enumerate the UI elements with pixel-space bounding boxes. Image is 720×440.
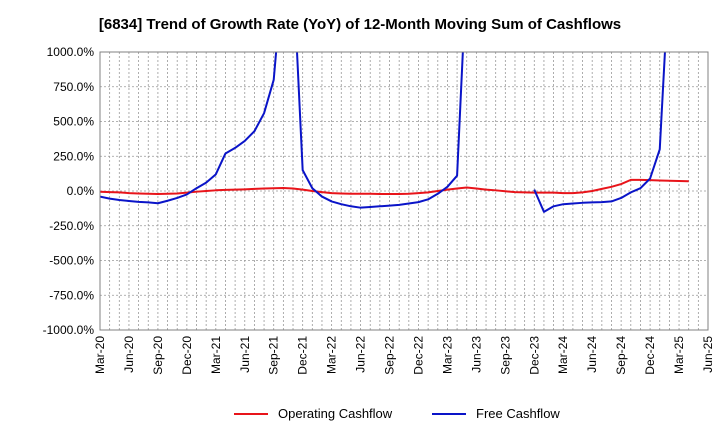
legend-swatch-operating-cashflow [234,412,268,415]
x-tick-label: Dec-21 [296,336,310,375]
x-tick-label: Sep-22 [383,336,397,375]
y-tick-label: -1000.0% [43,323,95,337]
x-tick-label: Sep-20 [151,336,165,375]
y-tick-label: -250.0% [49,219,94,233]
y-axis-ticks: 1000.0% 750.0% 500.0% 250.0% 0.0% -250.0% -500… [43,45,95,337]
x-tick-label: Jun-21 [238,336,252,373]
legend-label-free-cashflow: Free Cashflow [476,406,560,421]
x-tick-label: Dec-23 [527,336,541,375]
x-tick-label: Jun-23 [469,336,483,373]
y-tick-label: 1000.0% [47,45,95,59]
series-lines [100,52,689,213]
y-tick-label: 250.0% [53,149,94,163]
series-line-free-cashflow [100,52,666,213]
series-line-operating-cashflow [100,178,689,196]
x-tick-label: Sep-24 [614,336,628,375]
plot-frame [99,51,709,331]
x-axis-ticks: Mar-20 Jun-20 Sep-20 Dec-20 Mar-21 Jun-21 Sep-… [93,336,715,375]
y-tick-label: 0.0% [67,184,95,198]
x-tick-label: Sep-23 [498,336,512,375]
x-tick-label: Mar-22 [325,336,339,374]
legend-swatch-free-cashflow [432,412,466,415]
x-tick-label: Mar-23 [440,336,454,374]
x-tick-label: Jun-25 [701,336,715,373]
legend-label-operating-cashflow: Operating Cashflow [278,406,393,421]
x-tick-label: Dec-24 [643,336,657,375]
x-tick-label: Jun-24 [585,336,599,373]
chart-title: [6834] Trend of Growth Rate (YoY) of 12-… [98,16,622,33]
x-tick-label: Jun-20 [122,336,136,373]
x-tick-label: Dec-22 [411,336,425,375]
x-tick-label: Dec-20 [180,336,194,375]
y-tick-label: -500.0% [49,254,94,268]
legend: Operating Cashflow Free Cashflow [0,406,720,426]
x-tick-label: Sep-21 [267,336,281,375]
x-tick-label: Mar-25 [672,336,686,374]
x-tick-label: Jun-22 [354,336,368,373]
x-tick-label: Mar-21 [209,336,223,374]
legend-item-operating-cashflow: Operating Cashflow [234,406,392,421]
y-tick-label: -750.0% [49,288,94,302]
x-tick-label: Mar-20 [93,336,107,374]
legend-item-free-cashflow: Free Cashflow [432,406,560,421]
y-tick-label: 500.0% [53,115,94,129]
y-tick-label: 750.0% [53,80,94,94]
x-tick-label: Mar-24 [556,336,570,374]
